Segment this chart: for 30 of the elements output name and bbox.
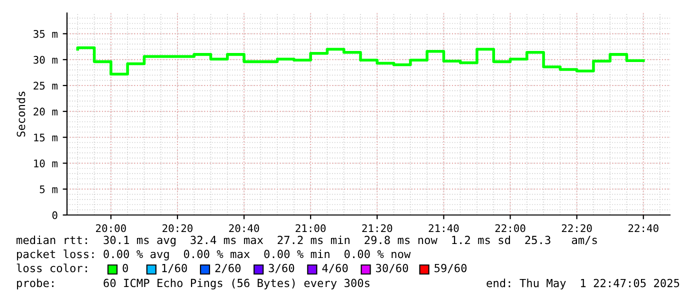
- legend-label: 2/60: [215, 264, 241, 274]
- x-tick-label: 21:40: [428, 224, 459, 232]
- y-tick-label: 20 m: [34, 108, 58, 116]
- text: probe: 60 ICMP Echo Pings (56 Bytes) every 300s: [17, 278, 370, 290]
- legend-label: 1/60: [162, 264, 187, 274]
- y-tick-label: 25 m: [34, 82, 58, 90]
- x-tick-label: 22:00: [495, 224, 526, 232]
- legend-label: 3/60: [268, 264, 294, 274]
- y-tick-label: 5 m: [40, 185, 58, 194]
- x-tick-label: 20:20: [162, 224, 192, 232]
- text: median rtt: 30.1 ms avg 32.4 ms max 27.2 ms min 29.8 ms now 1.2 ms sd 25.3 am/s: [16, 236, 597, 246]
- x-tick-label: 21:20: [362, 224, 392, 232]
- legend-label: 59/60: [434, 264, 467, 274]
- legend-label: 30/60: [376, 264, 408, 274]
- y-tick-label: 10 m: [34, 159, 58, 168]
- text: loss color:: [16, 264, 87, 272]
- y-tick-label: 35 m: [34, 30, 58, 38]
- x-tick-label: 22:20: [562, 224, 592, 232]
- x-tick-label: 20:00: [96, 224, 126, 232]
- y-tick-label: 30 m: [34, 56, 58, 64]
- y-tick-label: 15 m: [34, 134, 58, 142]
- y-axis-title: Seconds: [16, 92, 26, 137]
- x-tick-label: 21:00: [296, 224, 326, 232]
- text: packet loss: 0.00 % avg 0.00 % max 0.00 % min 0.00 % now: [17, 250, 411, 260]
- y-tick-label: 0: [52, 211, 58, 220]
- text: end: Thu May 1 22:47:05 2025: [486, 278, 680, 290]
- legend-label: 0: [122, 264, 128, 272]
- legend-label: 4/60: [322, 264, 348, 274]
- x-tick-label: 22:40: [628, 224, 658, 232]
- x-tick-label: 20:40: [229, 224, 260, 232]
